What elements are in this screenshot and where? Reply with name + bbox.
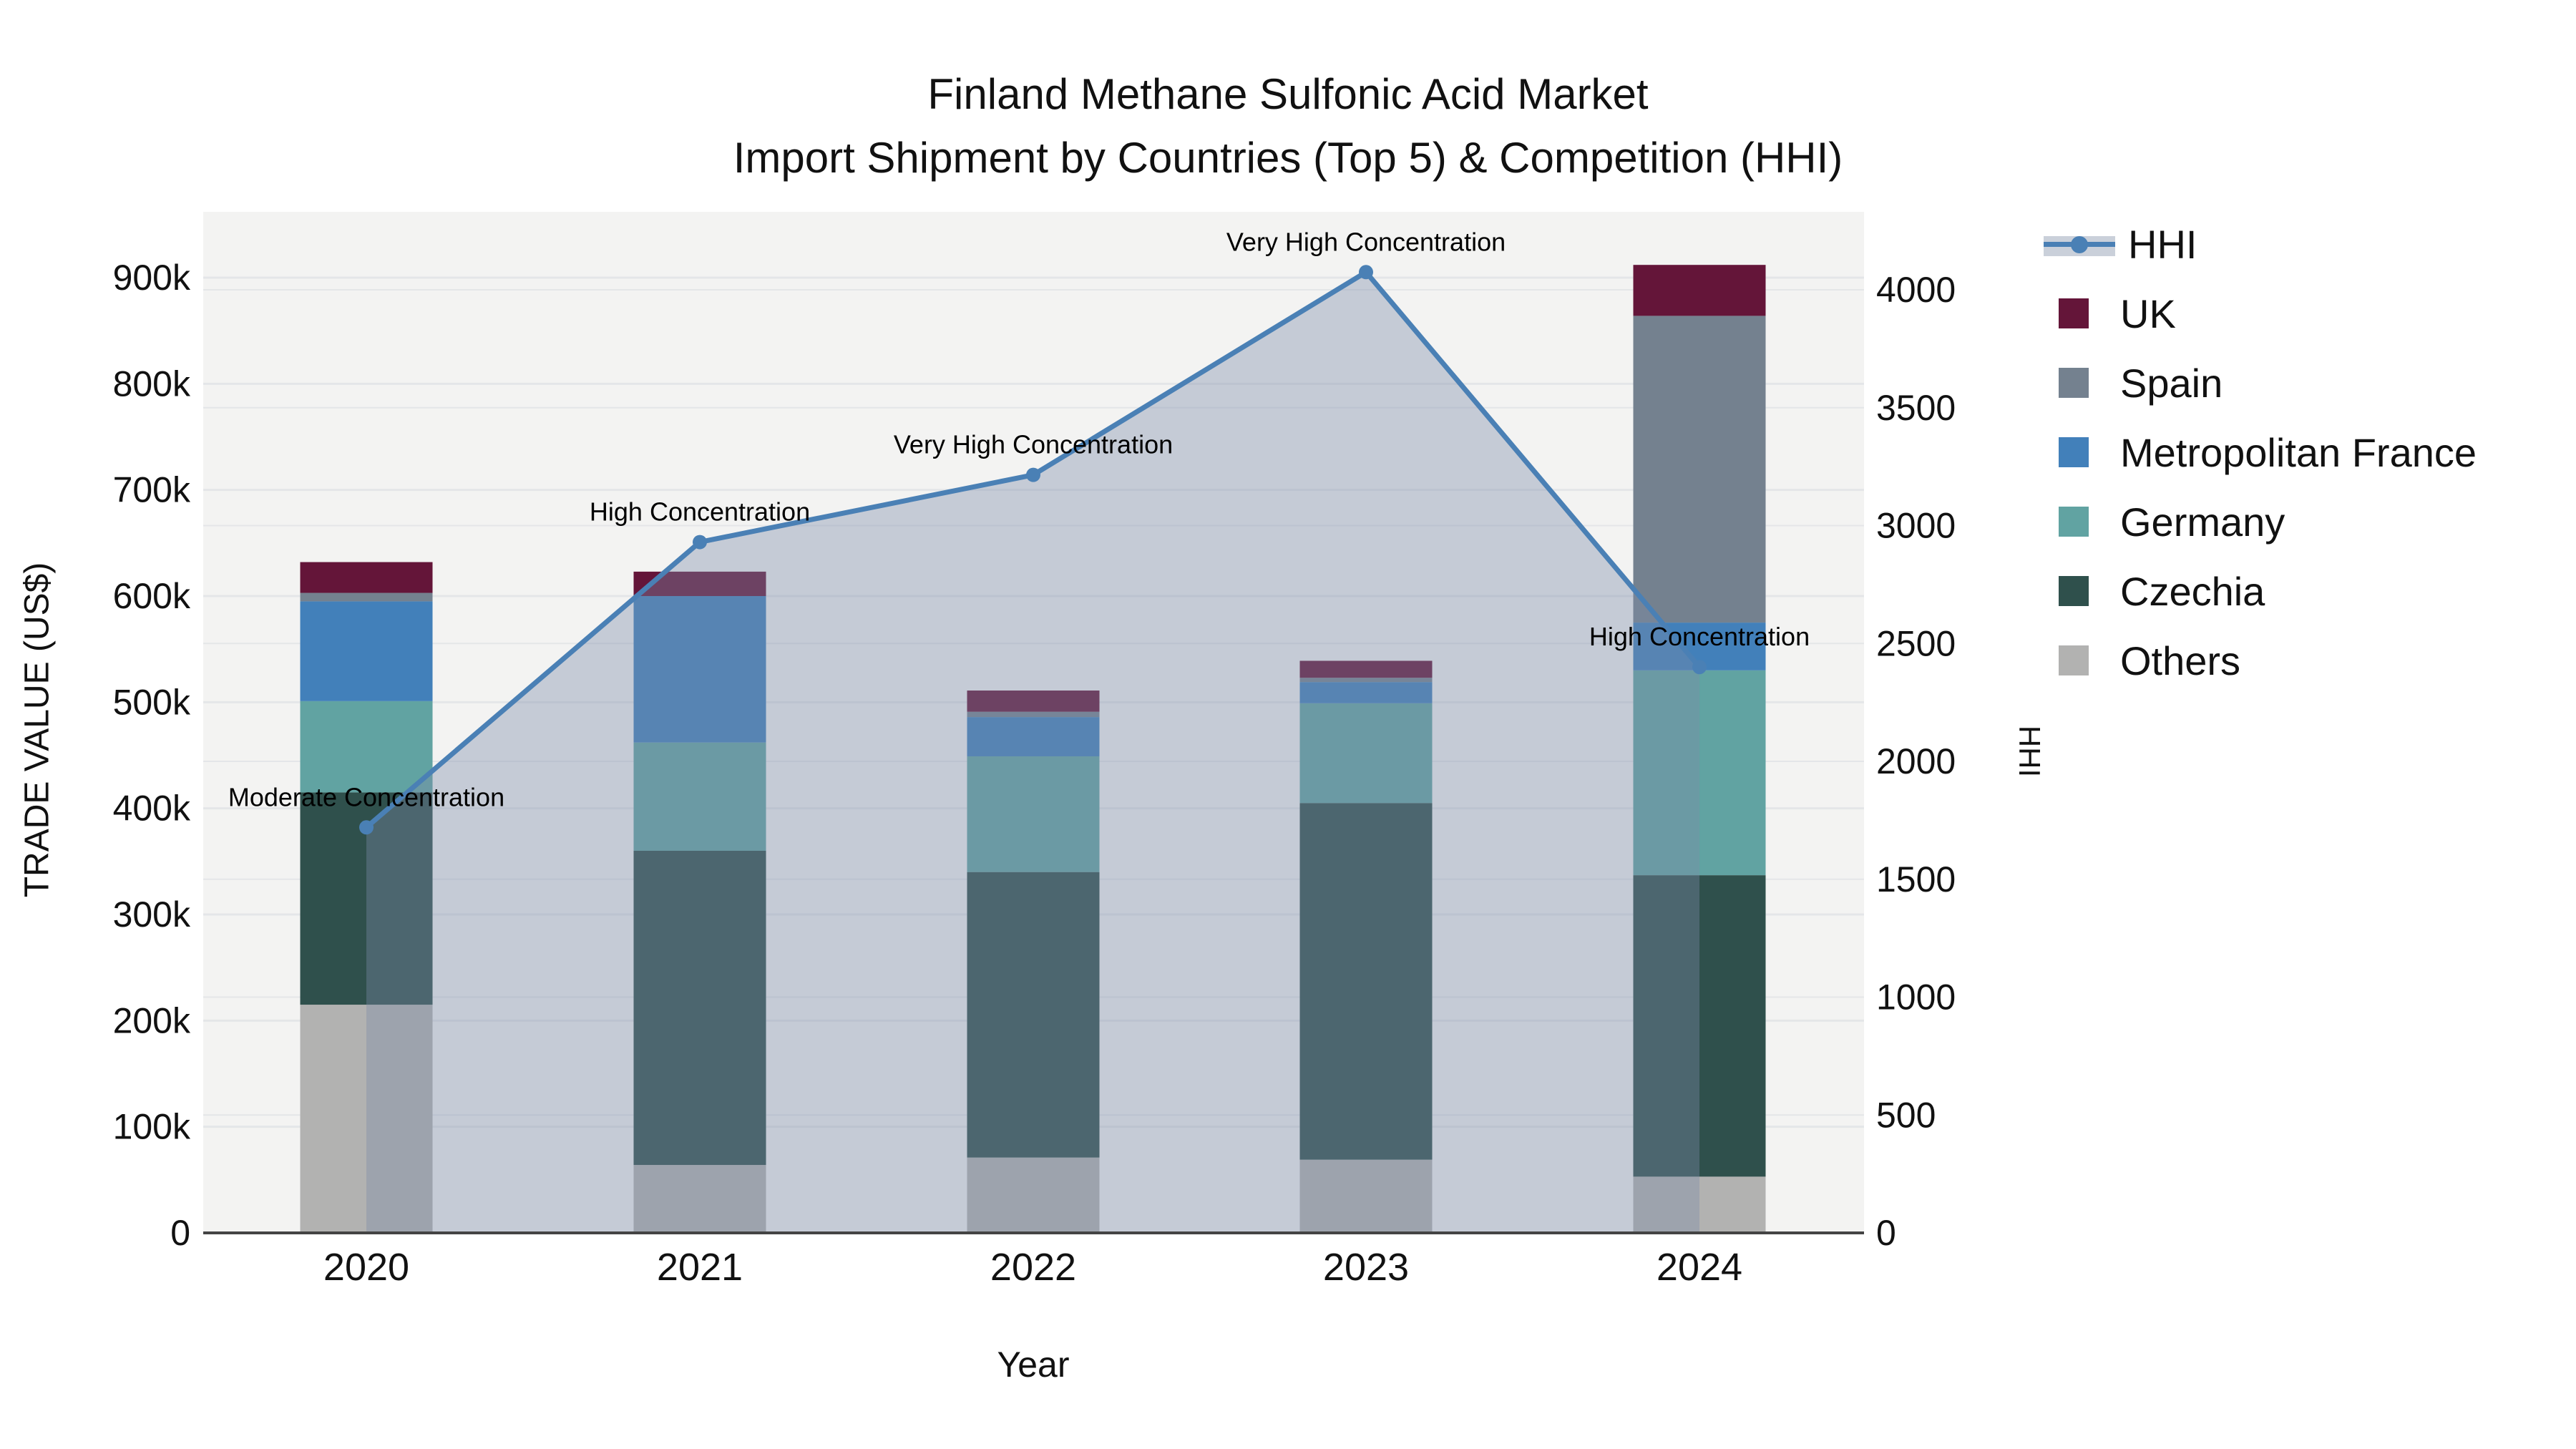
y-tick-left-900k: 900k [113,258,191,298]
bar-segment-2024-others[interactable] [1633,1176,1766,1233]
bar-segment-2021-czechia[interactable] [633,851,766,1166]
legend-label-uk: UK [2120,291,2176,336]
hhi-marker-2023[interactable] [1359,265,1373,280]
annotation-2023: Very High Concentration [1226,227,1506,256]
legend-item-spain[interactable]: Spain [2044,361,2477,406]
annotation-2024: High Concentration [1589,622,1810,651]
annotation-2022: Very High Concentration [894,430,1173,459]
x-tick-2024: 2024 [1657,1246,1742,1289]
bar-segment-2024-spain[interactable] [1633,316,1766,623]
y-tick-right-1000: 1000 [1876,977,1956,1018]
bar-segment-2023-metropolitan-france[interactable] [1299,682,1433,703]
legend-label-germany: Germany [2120,499,2285,545]
y-tick-right-4000: 4000 [1876,270,1956,310]
bar-segment-2020-metropolitan-france[interactable] [300,601,433,701]
bar-segment-2024-germany[interactable] [1633,670,1766,876]
legend-item-germany[interactable]: Germany [2044,499,2477,545]
y-tick-right-1500: 1500 [1876,859,1956,899]
bar-segment-2020-germany[interactable] [300,701,433,793]
bar-segment-2023-others[interactable] [1299,1159,1433,1233]
x-tick-2021: 2021 [657,1246,743,1289]
y-tick-left-300k: 300k [113,894,191,935]
legend-label-others: Others [2120,638,2241,683]
hhi-marker-2020[interactable] [359,820,374,835]
bar-segment-2024-czechia[interactable] [1633,875,1766,1177]
hhi-area-fill [366,272,1699,1234]
bar-segment-2023-germany[interactable] [1299,703,1433,804]
bar-segment-2023-czechia[interactable] [1299,803,1433,1160]
legend-swatch-others [2059,645,2089,675]
bar-segment-2022-uk[interactable] [967,691,1100,712]
bar-segment-2022-others[interactable] [967,1157,1100,1233]
bar-segment-2020-uk[interactable] [300,562,433,593]
legend-swatch-metropolitan-france [2059,437,2089,467]
x-tick-2020: 2020 [323,1246,409,1289]
chart-title-line2: Import Shipment by Countries (Top 5) & C… [733,133,1843,182]
y-tick-left-600k: 600k [113,576,191,616]
legend-label-spain: Spain [2120,360,2223,406]
hhi-marker-2024[interactable] [1692,660,1707,675]
annotation-2021: High Concentration [590,497,810,527]
hhi-marker-2021[interactable] [693,535,707,550]
y-tick-left-100k: 100k [113,1107,191,1147]
y-tick-right-2000: 2000 [1876,741,1956,781]
hhi-legend-symbol [2044,228,2115,260]
y-tick-right-500: 500 [1876,1095,1936,1135]
y-tick-right-0: 0 [1876,1213,1896,1253]
hhi-marker-dot-icon [2071,236,2088,253]
legend-swatch-spain [2059,368,2089,398]
x-tick-2022: 2022 [990,1246,1076,1289]
legend-item-metropolitan-france[interactable]: Metropolitan France [2044,430,2477,475]
legend-item-others[interactable]: Others [2044,638,2477,683]
bar-segment-2021-metropolitan-france[interactable] [633,596,766,743]
legend-label-czechia: Czechia [2120,568,2265,614]
bar-segment-2022-metropolitan-france[interactable] [967,717,1100,756]
legend: HHI UK Spain Metropolitan France Germany Czec… [2044,222,2477,713]
x-tick-2023: 2023 [1323,1246,1409,1289]
bar-segment-2024-uk[interactable] [1633,265,1766,316]
bar-segment-2021-others[interactable] [633,1165,766,1233]
annotation-2020: Moderate Concentration [228,782,504,811]
legend-item-uk[interactable]: UK [2044,291,2477,336]
x-axis-label: Year [997,1345,1070,1385]
y-tick-left-0: 0 [170,1213,190,1253]
bar-segment-2020-spain[interactable] [300,592,433,602]
legend-swatch-germany [2059,507,2089,537]
chart-title: Finland Methane Sulfonic Acid Market Imp… [0,63,2576,190]
legend-item-czechia[interactable]: Czechia [2044,569,2477,614]
y-tick-right-2500: 2500 [1876,623,1956,663]
legend-swatch-czechia [2059,576,2089,606]
hhi-marker-2022[interactable] [1026,467,1040,482]
bar-segment-2023-spain[interactable] [1299,678,1433,683]
legend-item-hhi[interactable]: HHI [2044,222,2477,267]
y-tick-right-3000: 3000 [1876,506,1956,546]
legend-label-metropolitan-france: Metropolitan France [2120,429,2477,475]
bar-segment-2020-others[interactable] [300,1005,433,1233]
legend-label-hhi: HHI [2128,221,2197,267]
bar-segment-2022-germany[interactable] [967,756,1100,872]
legend-swatch-uk [2059,298,2089,328]
y-tick-left-700k: 700k [113,470,191,510]
bar-segment-2022-czechia[interactable] [967,872,1100,1158]
bar-segment-2023-uk[interactable] [1299,660,1433,678]
y-tick-left-800k: 800k [113,364,191,404]
y-tick-left-400k: 400k [113,789,191,829]
y-tick-left-200k: 200k [113,1000,191,1040]
bar-segment-2022-spain[interactable] [967,711,1100,718]
chart-title-line1: Finland Methane Sulfonic Acid Market [927,70,1649,118]
y-tick-left-500k: 500k [113,682,191,722]
bar-segment-2021-uk[interactable] [633,571,766,596]
y-tick-right-3500: 3500 [1876,388,1956,428]
bar-segment-2021-germany[interactable] [633,742,766,851]
